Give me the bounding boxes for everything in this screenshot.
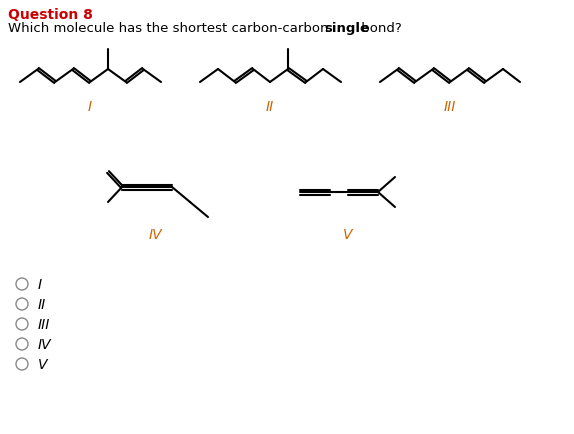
Text: IV: IV (148, 227, 162, 241)
Text: III: III (38, 317, 51, 331)
Text: IV: IV (38, 337, 52, 351)
Text: II: II (38, 297, 46, 311)
Text: I: I (88, 100, 92, 114)
Text: bond?: bond? (357, 22, 402, 35)
Text: II: II (266, 100, 274, 114)
Text: Question 8: Question 8 (8, 8, 93, 22)
Text: I: I (38, 277, 42, 291)
Text: III: III (444, 100, 456, 114)
Text: V: V (343, 227, 353, 241)
Text: single: single (324, 22, 369, 35)
Text: V: V (38, 357, 48, 371)
Text: Which molecule has the shortest carbon-carbon: Which molecule has the shortest carbon-c… (8, 22, 333, 35)
